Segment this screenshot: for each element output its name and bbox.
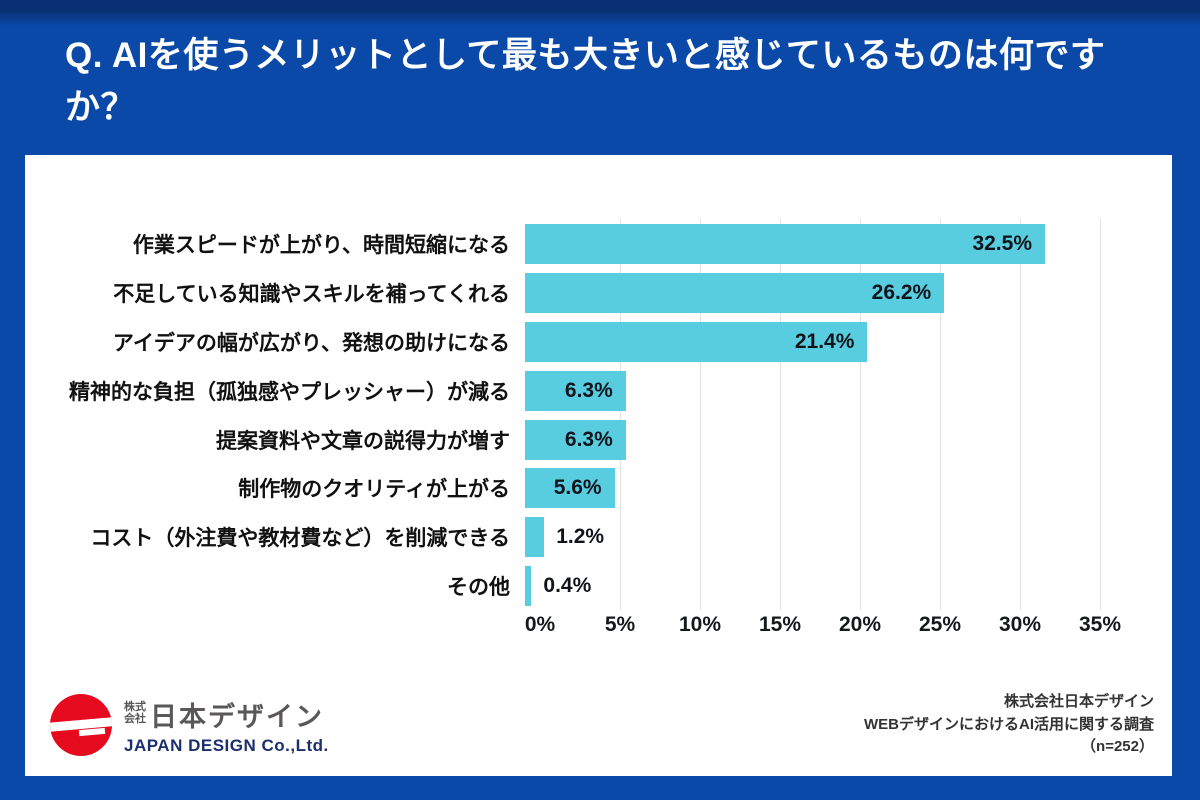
survey-source: 株式会社日本デザイン WEBデザインにおけるAI活用に関する調査 （n=252） — [864, 691, 1154, 759]
bar-area: 21.4% — [525, 321, 1172, 362]
gridline — [1100, 218, 1101, 610]
value-label: 6.3% — [564, 427, 613, 451]
value-label: 26.2% — [871, 281, 932, 305]
logo-prefix-line2: 会社 — [124, 713, 146, 725]
footer: 株式 会社 日本デザイン JAPAN DESIGN Co.,Ltd. 株式会社日… — [50, 684, 1154, 766]
value-label: 1.2% — [556, 525, 605, 549]
page-title: Q. AIを使うメリットとして最も大きいと感じているものは何ですか？ — [65, 36, 1106, 127]
plot-rows: 作業スピードが上がり、時間短縮になる 32.5% 不足している知識やスキルを補ってく… — [25, 220, 1172, 610]
gridline — [700, 218, 701, 610]
logo-company-prefix: 株式 会社 — [124, 702, 146, 725]
logo-company-name: 日本デザイン — [150, 701, 324, 732]
source-sample-size: （n=252） — [1081, 738, 1154, 756]
value-label: 21.4% — [794, 329, 855, 353]
bar: 26.2% — [525, 273, 945, 314]
chart-row: その他 0.4% — [25, 562, 1172, 611]
bar: 5.6% — [525, 468, 615, 509]
chart-row: 作業スピードが上がり、時間短縮になる 32.5% — [25, 220, 1172, 269]
category-label: 提案資料や文章の説得力が増す — [216, 429, 510, 453]
gridline — [940, 218, 941, 610]
bar: 6.3% — [525, 419, 626, 460]
bar-area: 26.2% — [525, 273, 1172, 314]
axis-tick-label: 10% — [678, 613, 722, 636]
category-label: その他 — [447, 575, 510, 599]
logo-prefix-line1: 株式 — [124, 701, 146, 714]
bar-area: 6.3% — [525, 370, 1172, 411]
category-label: 制作物のクオリティが上がる — [238, 478, 510, 502]
bar: 32.5% — [525, 224, 1045, 265]
axis-tick-label: 25% — [918, 613, 962, 636]
value-label: 6.3% — [564, 378, 613, 402]
gridline — [780, 218, 781, 610]
gridline — [620, 218, 621, 610]
axis-tick-label: 0% — [524, 613, 556, 636]
source-survey-title: WEBデザインにおけるAI活用に関する調査 — [864, 715, 1154, 733]
axis-tick-label: 35% — [1078, 613, 1122, 636]
chart-row: 不足している知識やスキルを補ってくれる 26.2% — [25, 269, 1172, 318]
chart-row: 制作物のクオリティが上がる 5.6% — [25, 464, 1172, 513]
category-label: 作業スピードが上がり、時間短縮になる — [132, 234, 510, 258]
bar-area: 32.5% — [525, 224, 1172, 265]
category-label: コスト（外注費や教材費など）を削減できる — [90, 527, 510, 551]
bar: 6.3% — [525, 370, 626, 411]
bar-area: 5.6% — [525, 468, 1172, 509]
axis-tick-label: 5% — [604, 613, 636, 636]
logo-company-name-en: JAPAN DESIGN Co.,Ltd. — [124, 735, 329, 755]
value-label: 32.5% — [972, 232, 1032, 256]
value-label: 5.6% — [553, 476, 602, 500]
category-label: アイデアの幅が広がり、発想の助けになる — [112, 331, 510, 355]
axis-tick-label: 15% — [758, 613, 802, 636]
bar-area: 1.2% — [525, 517, 1172, 558]
bar — [525, 517, 545, 558]
category-label: 不足している知識やスキルを補ってくれる — [113, 283, 510, 307]
logo-dash — [78, 727, 105, 736]
source-company: 株式会社日本デザイン — [1003, 693, 1154, 711]
chart-row: アイデアの幅が広がり、発想の助けになる 21.4% — [25, 318, 1172, 367]
gridline — [860, 218, 861, 610]
category-label: 精神的な負担（孤独感やプレッシャー）が減る — [69, 380, 510, 404]
chart-row: 提案資料や文章の説得力が増す 6.3% — [25, 415, 1172, 464]
bar: 21.4% — [525, 321, 868, 362]
bar-area: 6.3% — [525, 419, 1172, 460]
axis-tick-label: 20% — [838, 613, 882, 636]
chart-card: 作業スピードが上がり、時間短縮になる 32.5% 不足している知識やスキルを補ってく… — [25, 155, 1172, 776]
gridline — [1020, 218, 1021, 610]
bar-area: 0.4% — [525, 565, 1172, 606]
axis-tick-label: 30% — [998, 613, 1042, 636]
chart-row: コスト（外注費や教材費など）を削減できる 1.2% — [25, 513, 1172, 562]
japan-design-logo-icon — [50, 694, 112, 756]
logo-text: 株式 会社 日本デザイン JAPAN DESIGN Co.,Ltd. — [124, 695, 329, 756]
chart-row: 精神的な負担（孤独感やプレッシャー）が減る 6.3% — [25, 366, 1172, 415]
value-label: 0.4% — [543, 573, 592, 597]
bar-chart: 作業スピードが上がり、時間短縮になる 32.5% 不足している知識やスキルを補ってく… — [25, 155, 1172, 660]
company-logo: 株式 会社 日本デザイン JAPAN DESIGN Co.,Ltd. — [50, 694, 329, 756]
bar — [525, 565, 532, 606]
